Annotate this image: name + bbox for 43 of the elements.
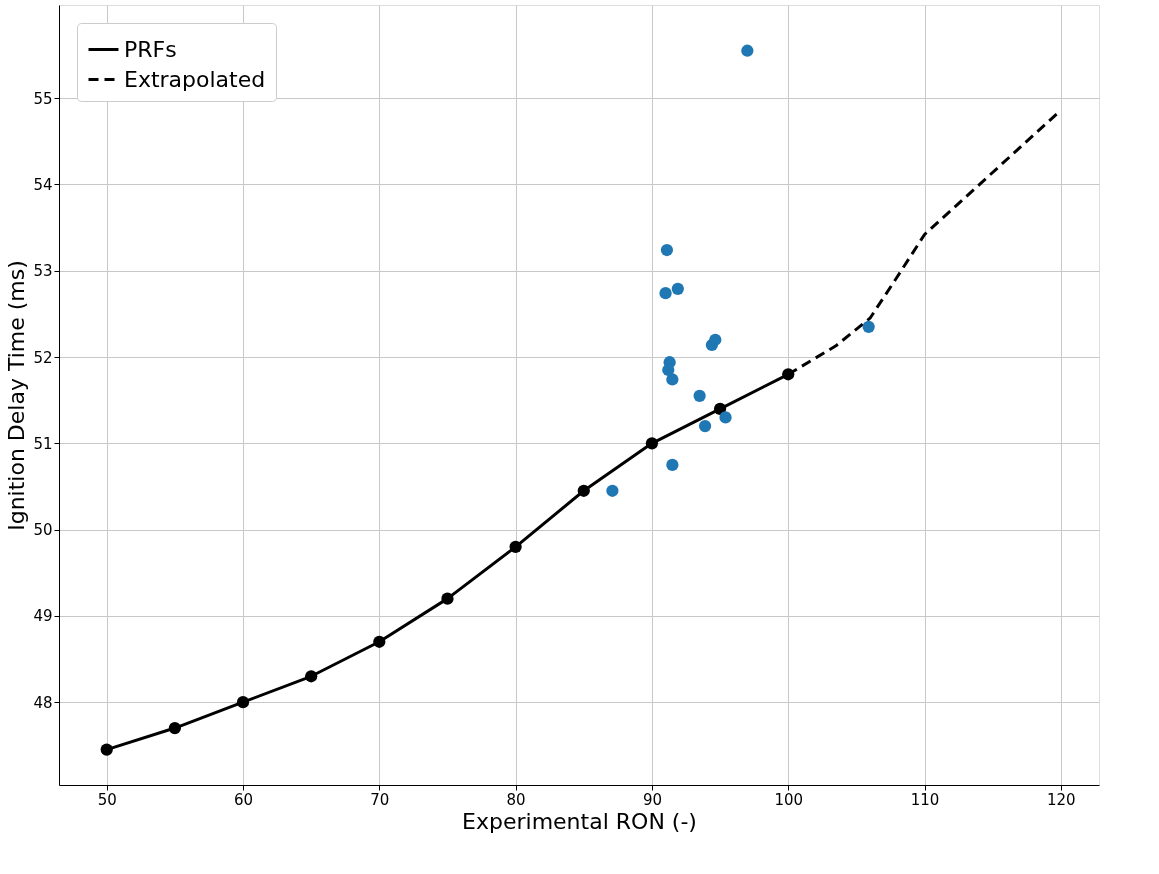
point bbox=[373, 635, 386, 648]
y-tick-label: 52 bbox=[33, 348, 53, 367]
point bbox=[693, 389, 706, 402]
point bbox=[709, 333, 722, 346]
point bbox=[577, 484, 590, 497]
point bbox=[509, 540, 522, 553]
y-tick-label: 54 bbox=[33, 175, 53, 194]
point bbox=[441, 592, 454, 605]
point bbox=[666, 373, 679, 386]
point bbox=[666, 458, 679, 471]
point bbox=[671, 282, 684, 295]
y-tick-label: 50 bbox=[33, 521, 53, 540]
y-tick-label: 49 bbox=[33, 607, 53, 626]
point bbox=[100, 743, 113, 756]
x-tick-label: 80 bbox=[506, 790, 526, 809]
point bbox=[236, 696, 250, 709]
x-tick-label: 120 bbox=[1047, 790, 1076, 809]
point bbox=[660, 243, 674, 257]
point bbox=[862, 320, 875, 333]
x-axis-title: Experimental RON (-) bbox=[462, 808, 697, 834]
point bbox=[659, 287, 672, 300]
x-tick-label: 50 bbox=[97, 790, 117, 809]
y-tick-label: 53 bbox=[33, 262, 53, 281]
point bbox=[741, 44, 754, 57]
point bbox=[713, 402, 727, 415]
point bbox=[305, 670, 318, 683]
x-tick-label: 90 bbox=[642, 790, 662, 809]
x-tick-label: 60 bbox=[233, 790, 254, 809]
point bbox=[662, 363, 675, 377]
y-axis-title: Ignition Delay Time (ms) bbox=[4, 260, 30, 531]
x-tick-label: 70 bbox=[370, 790, 390, 809]
y-tick-label: 51 bbox=[33, 434, 53, 453]
legend-label: Extrapolated bbox=[124, 66, 266, 92]
point bbox=[645, 437, 659, 450]
x-tick-label: 110 bbox=[910, 790, 940, 809]
point bbox=[698, 419, 712, 433]
point bbox=[168, 721, 181, 735]
y-tick-label: 55 bbox=[33, 89, 53, 108]
point bbox=[719, 411, 732, 424]
x-tick-label: 100 bbox=[774, 790, 804, 809]
y-tick-label: 48 bbox=[33, 693, 53, 712]
legend-label: PRFs bbox=[124, 36, 177, 62]
point bbox=[606, 484, 619, 497]
